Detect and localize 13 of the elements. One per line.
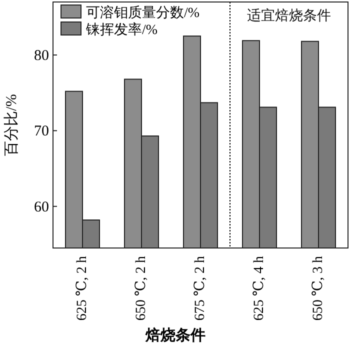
y-tick-label: 60 <box>34 199 49 216</box>
y-tick-label: 70 <box>34 124 49 140</box>
y-axis-title: 百分比/% <box>3 94 20 156</box>
x-tick-label: 650 ℃, 3 h <box>311 256 326 321</box>
x-tick-label: 675 ℃, 2 h <box>193 256 208 321</box>
legend-label: 铼挥发率/% <box>85 22 158 38</box>
annotation: 适宜焙烧条件 <box>247 8 331 24</box>
x-axis-title: 焙烧条件 <box>144 327 206 344</box>
x-tick-label: 625 ℃, 2 h <box>75 256 90 321</box>
x-tick-label: 625 ℃, 4 h <box>252 256 267 321</box>
y-tick-label: 80 <box>34 48 49 64</box>
legend-label: 可溶钼质量分数/% <box>86 5 200 21</box>
x-tick-label: 650 ℃, 2 h <box>134 256 149 321</box>
